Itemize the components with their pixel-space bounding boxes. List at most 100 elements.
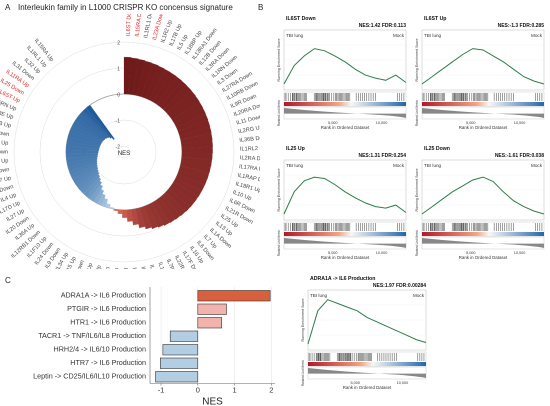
gsea-xlabel: Rank in Ordered Dataset: [321, 255, 370, 260]
gsea-xtick: 5,000: [466, 251, 476, 255]
gsea-stats: NES:-1.61 FDR:0.038: [495, 153, 544, 159]
grid-ring: [13, 41, 235, 263]
gsea-right-label: Mock: [393, 163, 405, 168]
gsea-xtick: 5,000: [350, 381, 360, 385]
circular-category-label: IL1R1 Down: [69, 259, 86, 269]
gsea-ylabel: Running Enrichment Score: [301, 299, 305, 342]
gsea-metric: [308, 368, 426, 378]
x-tick-label: 2: [269, 386, 273, 395]
bar-category-label: TACR1 -> TNF/IL6/IL8 Production: [38, 331, 146, 340]
circular-category-label: IL7R Up: [165, 258, 178, 269]
circular-category-label: IL1RL2 Up: [240, 146, 260, 153]
gsea-ylabel-metric: Ranked List Metric: [415, 229, 419, 256]
bar-category-label: HTR7 -> IL6 Production: [70, 358, 146, 367]
circular-category-label: IL12RB2 Up: [157, 262, 172, 269]
axis-label: NES: [118, 151, 130, 157]
gsea-running-score: [421, 48, 545, 85]
gsea-xtick: 5,000: [328, 251, 338, 255]
gsea-right-label: Mock: [531, 33, 543, 38]
circular-category-label: IL17RA Up: [239, 164, 260, 173]
gsea-xtick: 10,000: [376, 121, 388, 125]
circular-category-label: IL36G Down: [122, 268, 128, 269]
gsea-plots: IL6ST Down NES:1.42 FDR:0.113 TBI lung Mock…: [277, 16, 545, 390]
gsea-xtick: 10,000: [376, 251, 388, 255]
x-tick-label: -1: [158, 386, 165, 395]
gsea-right-label: Mock: [531, 163, 543, 168]
gsea-xtick: 10,000: [514, 251, 526, 255]
circular-bar: [86, 104, 115, 140]
gsea-xlabel: Rank in Ordered Dataset: [459, 255, 508, 260]
circular-bar: [117, 209, 123, 214]
circular-category-label: IL22 Up: [0, 139, 9, 146]
circular-category-label: IL4R Up: [131, 267, 139, 269]
x-tick-label: 1: [232, 386, 236, 395]
gsea-ylabel: Running Enrichment Score: [415, 169, 419, 212]
nes-bar: [197, 303, 227, 315]
circular-category-label: IL17C Down: [112, 268, 120, 269]
bar-category-label: PTGIR -> IL6 Production: [67, 304, 146, 313]
bar-category-label: Leptin -> CD25/IL6/IL10 Production: [33, 371, 146, 380]
gsea-title: IL25 Down: [424, 146, 450, 152]
gsea-metric: [284, 238, 406, 248]
circular-category-label: IL26 Down: [0, 128, 10, 138]
gsea-stats: NES:1.97 FDR:0.00284: [373, 283, 426, 289]
gsea-rank-bar: [284, 102, 406, 106]
gsea-left-label: TBI lung: [424, 33, 442, 38]
circular-category-label: IL5RA Up: [0, 158, 9, 166]
gsea-rank-bar: [284, 232, 406, 236]
gsea-xtick: 10,000: [514, 121, 526, 125]
circular-category-label: IL6ST Down: [126, 14, 133, 36]
circular-bar: [109, 206, 115, 210]
circular-category-label: IL31RA Down: [148, 264, 162, 269]
bar-category-label: ADRA1A -> IL6 Production: [61, 290, 146, 299]
gsea-ylabel: Running Enrichment Score: [415, 39, 419, 82]
gsea-stats: NES:-1.3 FDR:0.285: [498, 23, 545, 29]
gsea-ylabel-metric: Ranked List Metric: [415, 99, 419, 126]
nes-bar: [197, 290, 271, 302]
gsea-left-label: TBI lung: [286, 33, 304, 38]
nes-bar-chart: ADRA1A -> IL6 Production PTGIR -> IL6 Pro…: [33, 287, 275, 406]
gsea-xtick: 5,000: [466, 121, 476, 125]
circular-category-label: IL19 Up: [103, 267, 112, 269]
x-axis-label: NES: [202, 397, 223, 406]
circular-category-label: IL1B Down: [139, 266, 149, 269]
nes-bar: [155, 371, 199, 383]
gsea-xtick: 10,000: [397, 381, 409, 385]
gsea-xtick: 5,000: [328, 121, 338, 125]
gsea-metric: [284, 108, 406, 118]
gsea-running-score: [421, 176, 545, 215]
gsea-running-score: [307, 299, 427, 345]
circular-category-label: IL37 Up: [0, 176, 12, 186]
circular-category-label: IL2RB Up: [0, 118, 12, 129]
circular-category-label: IL2 Down: [0, 167, 10, 176]
gsea-ylabel: Running Enrichment Score: [277, 39, 281, 82]
nes-bar: [159, 357, 199, 369]
tick-label: -2: [116, 145, 121, 151]
tick-label: 0: [117, 93, 120, 99]
nes-bar: [162, 344, 199, 356]
gsea-right-label: Mock: [393, 33, 405, 38]
gsea-xlabel: Rank in Ordered Dataset: [321, 125, 370, 130]
gsea-running-score: [283, 176, 407, 215]
bar-category-label: HTR1 -> IL6 Production: [70, 317, 146, 326]
panel-a-label: A: [5, 3, 11, 12]
circular-category-label: IL12A Up: [92, 265, 103, 269]
tick-label: 1: [117, 67, 120, 73]
gsea-rank-bar: [422, 102, 544, 106]
gsea-xlabel: Rank in Ordered Dataset: [459, 125, 508, 130]
panel-c-label: C: [5, 276, 11, 285]
gsea-metric: [422, 238, 544, 248]
circular-category-label: IL33 Down: [0, 149, 8, 155]
gsea-rank-bar: [422, 232, 544, 236]
gsea-right-label: Mock: [413, 293, 425, 298]
gsea-stats: NES:1.42 FDR:0.113: [359, 23, 406, 29]
gsea-xlabel: Rank in Ordered Dataset: [343, 385, 392, 390]
gsea-ylabel-metric: Ranked List Metric: [277, 99, 281, 126]
gsea-title: IL6ST Down: [286, 16, 316, 22]
nes-bar: [169, 330, 199, 342]
gsea-ylabel-metric: Ranked List Metric: [301, 359, 305, 386]
gsea-metric: [422, 108, 544, 118]
gsea-rank-bar: [308, 362, 426, 366]
plot-area: [150, 287, 275, 384]
gsea-running-score: [283, 48, 407, 85]
